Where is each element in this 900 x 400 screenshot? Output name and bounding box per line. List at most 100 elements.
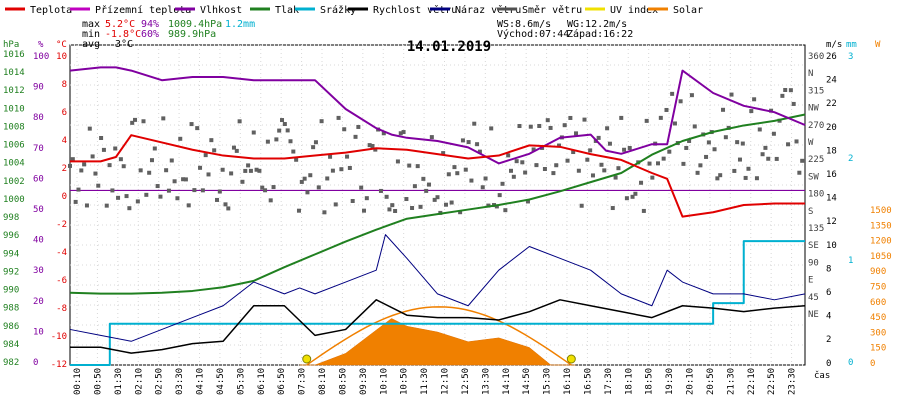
wind-direction-point xyxy=(480,185,485,190)
tick-ms: 24 xyxy=(826,76,837,86)
wind-direction-point xyxy=(183,177,188,182)
tick-ms: 4 xyxy=(826,312,831,322)
tick-w: 0 xyxy=(870,359,875,369)
tick-time: 03:30 xyxy=(175,368,185,395)
wind-direction-point xyxy=(500,181,505,186)
axis-unit-mm: mm xyxy=(846,40,857,50)
wind-direction-point xyxy=(718,173,723,178)
wind-direction-point xyxy=(164,168,169,173)
wind-direction-point xyxy=(280,118,285,123)
wind-direction-point xyxy=(169,158,174,163)
wind-direction-point xyxy=(322,210,327,215)
wind-direction-point xyxy=(234,148,239,153)
wind-direction-point xyxy=(356,124,361,129)
tick-ms: 16 xyxy=(826,170,837,180)
wind-direction-point xyxy=(554,163,559,168)
wind-direction-point xyxy=(630,194,635,199)
wind-direction-point xyxy=(639,180,644,185)
wind-direction-point xyxy=(441,151,446,156)
wind-direction-point xyxy=(749,109,754,114)
wind-direction-point xyxy=(514,159,519,164)
tick-hpa: 984 xyxy=(3,340,19,350)
tick-time: 18:10 xyxy=(624,368,634,395)
tick-temp: 4 xyxy=(62,136,67,146)
tick-mm: 2 xyxy=(848,154,853,164)
wind-direction-point xyxy=(760,152,765,157)
tick-time: 16:10 xyxy=(563,368,573,395)
wind-direction-point xyxy=(670,91,675,96)
tick-ms: 14 xyxy=(826,194,837,204)
tick-time: 00:10 xyxy=(73,368,83,395)
tick-hpa: 1012 xyxy=(3,86,25,96)
tick-direction: S xyxy=(808,207,813,217)
tick-time: 11:30 xyxy=(420,368,430,395)
series-line-vlhkost xyxy=(69,66,806,165)
wind-direction-point xyxy=(483,176,488,181)
wind-direction-point xyxy=(449,200,454,205)
series-line-n-raz-v-tru xyxy=(69,234,806,342)
wind-direction-point xyxy=(797,170,802,175)
wind-direction-point xyxy=(362,208,366,213)
wind-direction-point xyxy=(545,118,550,123)
wind-direction-point xyxy=(633,191,638,196)
series-line-rychlost-v-tru xyxy=(70,299,806,354)
wind-direction-point xyxy=(681,161,686,166)
tick-ms: 18 xyxy=(826,146,837,156)
wind-direction-point xyxy=(582,117,587,122)
tick-time: 07:30 xyxy=(298,368,308,395)
wind-direction-point xyxy=(596,135,601,140)
wind-direction-point xyxy=(381,131,386,136)
wind-direction-point xyxy=(220,167,225,172)
wind-direction-point xyxy=(534,163,539,168)
tick-direction: 225 xyxy=(808,155,824,165)
wind-direction-point xyxy=(619,115,624,120)
wind-direction-point xyxy=(113,146,118,151)
wind-direction-point xyxy=(763,145,768,150)
sunrise-marker xyxy=(302,354,312,364)
wind-direction-point xyxy=(243,168,248,173)
wind-direction-point xyxy=(466,140,471,145)
wind-direction-point xyxy=(223,202,228,207)
legend-label: Náraz větru xyxy=(455,4,521,16)
wind-direction-point xyxy=(206,172,211,177)
wind-direction-point xyxy=(209,138,214,143)
wind-direction-point xyxy=(70,157,75,162)
axis-unit-pct: % xyxy=(38,40,44,50)
stat-min-hum: 60% xyxy=(141,29,159,40)
wind-direction-point xyxy=(588,148,593,153)
wind-direction-point xyxy=(786,142,791,147)
tick-pct: 30 xyxy=(33,266,44,276)
wind-direction-point xyxy=(715,176,720,181)
wind-direction-point xyxy=(189,122,194,127)
wind-direction-point xyxy=(664,107,669,112)
legend-label: Srážky xyxy=(320,4,356,16)
wind-direction-point xyxy=(743,175,748,180)
tick-hpa: 998 xyxy=(3,213,19,223)
wind-direction-point xyxy=(79,168,84,173)
wind-direction-point xyxy=(217,189,222,194)
tick-temp: -2 xyxy=(56,220,67,230)
wind-direction-point xyxy=(178,136,183,141)
wind-direction-point xyxy=(520,160,525,165)
tick-time: 08:10 xyxy=(318,368,328,395)
wind-direction-point xyxy=(155,184,160,189)
solar-theoretical-arc xyxy=(306,306,572,366)
tick-time: 22:10 xyxy=(747,368,757,395)
wind-direction-point xyxy=(200,188,205,193)
wind-direction-point xyxy=(141,119,146,124)
tick-hpa: 988 xyxy=(3,304,19,314)
tick-w: 900 xyxy=(870,267,886,277)
tick-hpa: 1014 xyxy=(3,68,25,78)
tick-time: 21:30 xyxy=(726,368,736,395)
series-line-teplota xyxy=(70,134,805,218)
series-layer xyxy=(68,66,806,366)
wind-direction-point xyxy=(672,121,677,126)
tick-direction: 270 xyxy=(808,121,824,131)
wind-direction-point xyxy=(347,165,352,170)
wind-direction-point xyxy=(198,165,203,170)
wind-direction-point xyxy=(531,147,536,152)
wind-direction-point xyxy=(421,176,426,181)
tick-ms: 6 xyxy=(826,288,831,298)
stats-header: max 5.2°C 94% 1009.4hPa 1.2mm min -1.8°C… xyxy=(82,19,633,55)
wind-direction-point xyxy=(424,188,429,193)
